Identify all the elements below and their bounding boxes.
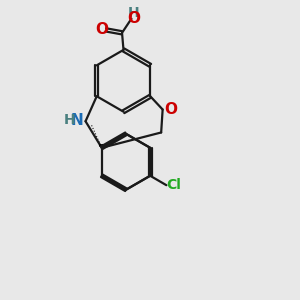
Text: O: O (95, 22, 108, 38)
Text: N: N (70, 112, 83, 128)
Text: O: O (127, 11, 140, 26)
Text: H: H (128, 6, 140, 20)
Text: O: O (164, 102, 177, 117)
Text: H: H (64, 113, 75, 127)
Text: Cl: Cl (166, 178, 181, 192)
